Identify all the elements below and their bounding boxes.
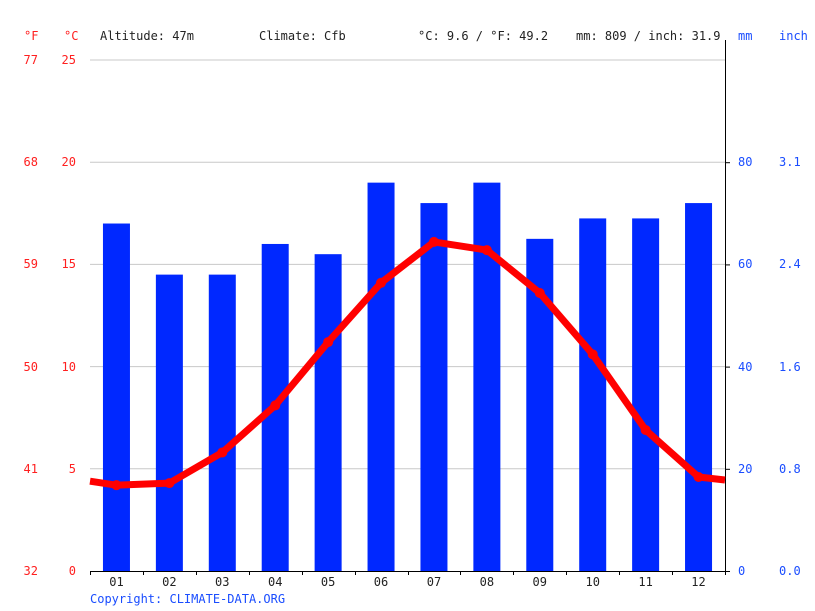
fahrenheit-tick-label: 77: [23, 53, 38, 67]
precipitation-bar: [632, 218, 660, 571]
fahrenheit-tick-label: 32: [23, 564, 38, 578]
month-label: 10: [585, 575, 600, 589]
inch-unit-label: inch: [779, 29, 808, 43]
month-label: 04: [267, 575, 283, 589]
temperature-point: [111, 480, 122, 491]
temperature-point: [693, 471, 704, 482]
month-label: 07: [426, 575, 442, 589]
temperature-line: [89, 236, 726, 491]
temperature-point: [270, 400, 281, 411]
month-label: 02: [162, 575, 177, 589]
precipitation-bar: [579, 218, 607, 571]
month-label: 11: [638, 575, 653, 589]
fahrenheit-unit-label: °F: [24, 29, 39, 43]
copyright-label: Copyright: CLIMATE-DATA.ORG: [90, 592, 286, 606]
celsius-tick-label: 20: [61, 155, 76, 170]
temperature-point: [164, 478, 175, 489]
celsius-tick-label: 15: [61, 257, 76, 272]
mm-tick-label: 40: [738, 359, 753, 374]
inch-tick-label: 3.1: [779, 155, 801, 170]
mm-tick-label: 60: [738, 257, 753, 272]
inch-tick-label: 0.0: [779, 564, 801, 578]
temperature-point: [481, 245, 492, 256]
precipitation-bar: [155, 274, 183, 571]
celsius-tick-label: 0: [68, 564, 76, 578]
mm-tick-label: 0: [738, 564, 746, 578]
inch-tick-label: 2.4: [779, 257, 801, 272]
temperature-point: [323, 337, 334, 348]
fahrenheit-tick-label: 68: [23, 155, 38, 170]
inch-tick-label: 0.8: [779, 461, 801, 476]
precipitation-bar: [420, 203, 448, 571]
temperature-point: [640, 424, 651, 435]
month-label: 12: [691, 575, 706, 589]
celsius-tick-label: 5: [68, 461, 76, 476]
precipitation-bar: [102, 223, 130, 571]
temperature-point: [587, 349, 598, 360]
precipitation-bar: [685, 203, 713, 571]
month-label: 05: [320, 575, 336, 589]
precipitation-bar: [473, 182, 501, 571]
precipitation-total-label: mm: 809 / inch: 31.9: [576, 29, 721, 43]
month-label: 06: [373, 575, 389, 589]
month-label: 08: [479, 575, 495, 589]
precipitation-bar: [208, 274, 236, 571]
climate-label: Climate: Cfb: [259, 29, 346, 43]
altitude-label: Altitude: 47m: [100, 29, 194, 43]
fahrenheit-tick-label: 59: [23, 257, 38, 272]
mm-tick-label: 80: [738, 155, 753, 170]
fahrenheit-tick-label: 50: [23, 359, 38, 374]
precipitation-bars: [102, 182, 713, 571]
inch-tick-label: 1.6: [779, 359, 801, 374]
temperature-point: [534, 288, 545, 299]
temperature-point: [217, 447, 228, 458]
chart-axes: [90, 40, 730, 575]
precipitation-bar: [367, 182, 395, 571]
celsius-tick-label: 25: [61, 53, 76, 67]
precipitation-bar: [314, 254, 342, 571]
celsius-tick-label: 10: [61, 359, 76, 374]
month-label: 09: [532, 575, 547, 589]
temperature-point: [376, 277, 387, 288]
mm-tick-label: 20: [738, 461, 753, 476]
month-label: 03: [215, 575, 230, 589]
mm-unit-label: mm: [738, 29, 753, 43]
fahrenheit-tick-label: 41: [23, 461, 38, 476]
temperature-average-label: °C: 9.6 / °F: 49.2: [418, 29, 549, 43]
temperature-point: [428, 236, 439, 247]
month-label: 01: [109, 575, 124, 589]
celsius-unit-label: °C: [64, 29, 79, 43]
